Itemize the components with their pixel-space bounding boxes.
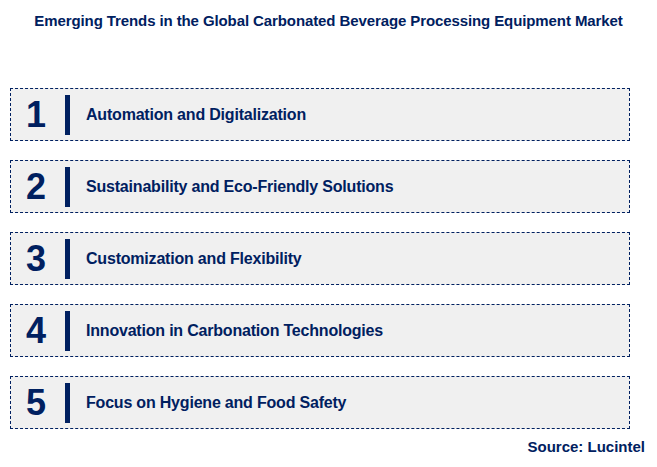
trend-label: Focus on Hygiene and Food Safety — [86, 394, 346, 412]
trend-row-5: 5 Focus on Hygiene and Food Safety — [10, 376, 630, 429]
trend-row-1: 1 Automation and Digitalization — [10, 88, 630, 141]
trend-row-4: 4 Innovation in Carbonation Technologies — [10, 304, 630, 357]
trend-row-3: 3 Customization and Flexibility — [10, 232, 630, 285]
trend-rank: 2 — [11, 169, 61, 205]
divider-bar — [65, 167, 70, 207]
trend-rank: 4 — [11, 313, 61, 349]
trend-rank: 5 — [11, 385, 61, 421]
divider-bar — [65, 383, 70, 423]
source-attribution: Source: Lucintel — [527, 438, 645, 455]
divider-bar — [65, 95, 70, 135]
divider-bar — [65, 239, 70, 279]
trend-list: 1 Automation and Digitalization 2 Sustai… — [10, 88, 630, 448]
trend-rank: 1 — [11, 97, 61, 133]
trend-label: Automation and Digitalization — [86, 106, 306, 124]
page-title: Emerging Trends in the Global Carbonated… — [0, 12, 657, 29]
trend-label: Customization and Flexibility — [86, 250, 302, 268]
divider-bar — [65, 311, 70, 351]
trend-label: Innovation in Carbonation Technologies — [86, 322, 383, 340]
trend-row-2: 2 Sustainability and Eco-Friendly Soluti… — [10, 160, 630, 213]
trend-rank: 3 — [11, 241, 61, 277]
trend-label: Sustainability and Eco-Friendly Solution… — [86, 178, 393, 196]
